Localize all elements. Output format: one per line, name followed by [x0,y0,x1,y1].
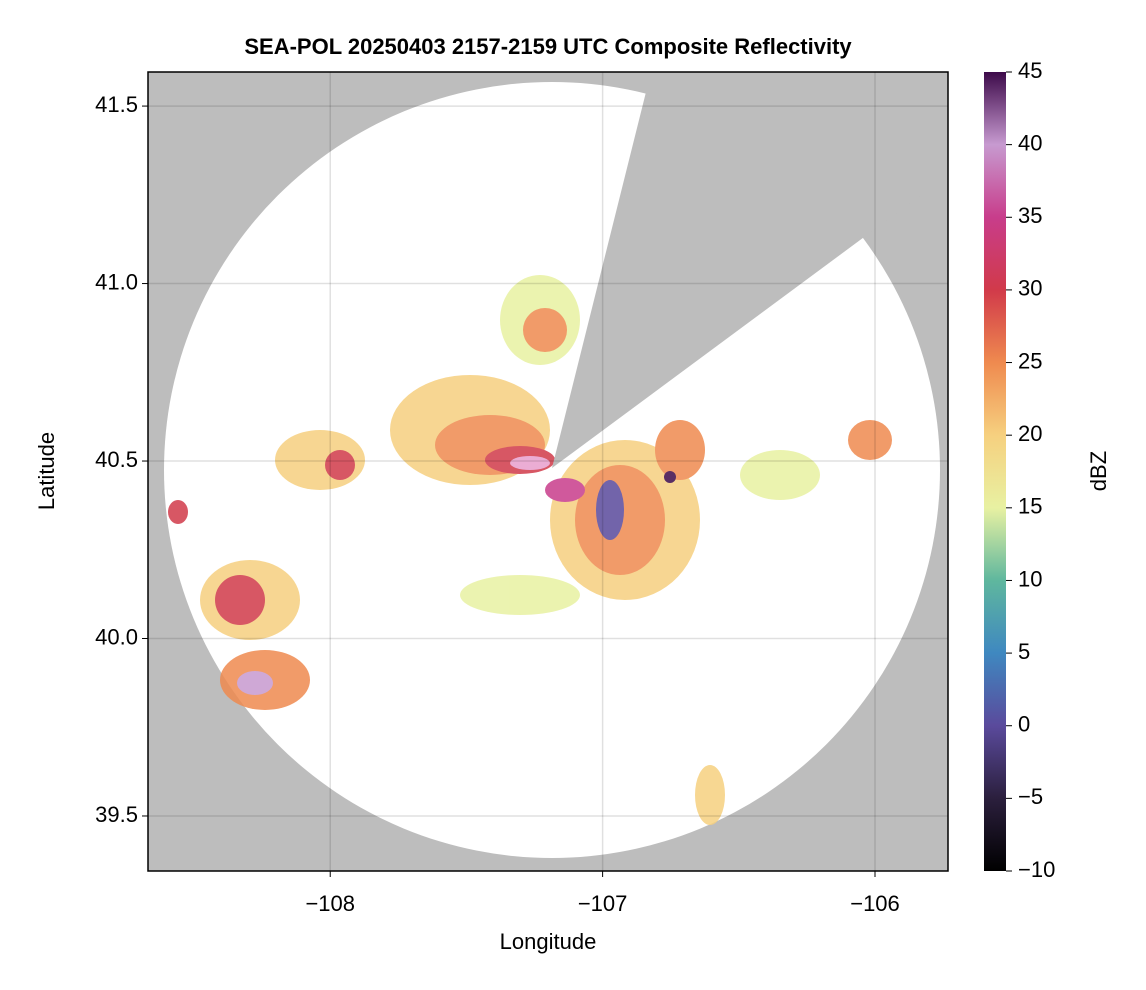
echo [237,671,273,695]
echo [168,500,188,524]
y-tick-label: 41.0 [95,269,138,294]
colorbar-tick-label: 35 [1018,203,1042,228]
echo [848,420,892,460]
colorbar-title: dBZ [1086,451,1111,491]
echo [596,480,624,540]
echo [695,765,725,825]
echo [523,308,567,352]
colorbar-tick-label: 5 [1018,639,1030,664]
echo [460,575,580,615]
y-axis-title: Latitude [34,432,59,510]
y-tick-label: 39.5 [95,802,138,827]
x-tick-label: −107 [578,891,628,916]
colorbar-tick-label: −10 [1018,857,1055,882]
echoes [168,275,892,825]
colorbar-tick-label: 0 [1018,712,1030,737]
colorbar-tick-label: 25 [1018,348,1042,373]
echo [545,478,585,502]
echo [510,456,550,470]
radar-coverage [164,72,948,858]
colorbar [984,72,1006,871]
chart-title: SEA-POL 20250403 2157-2159 UTC Composite… [244,34,852,59]
y-tick-label: 40.5 [95,447,138,472]
y-tick-label: 41.5 [95,92,138,117]
colorbar-tick-label: 10 [1018,566,1042,591]
blocked-sector [552,72,948,468]
plot-frame [147,71,949,872]
echo [740,450,820,500]
colorbar-tick-label: 45 [1018,58,1042,83]
x-tick-label: −106 [850,891,900,916]
y-tick-label: 40.0 [95,624,138,649]
colorbar-tick-label: 40 [1018,130,1042,155]
colorbar-tick-label: −5 [1018,784,1043,809]
echo [664,471,676,483]
echo [655,420,705,480]
x-axis-title: Longitude [500,929,597,954]
colorbar-tick-label: 30 [1018,276,1042,301]
colorbar-tick-label: 20 [1018,421,1042,446]
x-tick-label: −108 [305,891,355,916]
echo [215,575,265,625]
echo [325,450,355,480]
colorbar-tick-label: 15 [1018,494,1042,519]
